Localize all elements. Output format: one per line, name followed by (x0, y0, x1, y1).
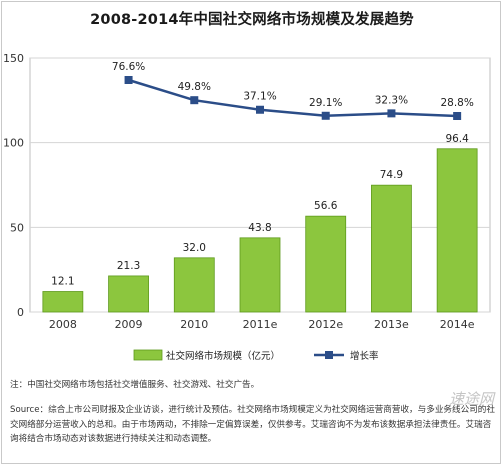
growth-marker (124, 76, 133, 84)
growth-marker (453, 112, 462, 120)
y-tick-label: 150 (3, 52, 24, 65)
growth-value-label: 32.3% (375, 94, 408, 106)
y-tick-label: 0 (17, 306, 24, 319)
bar (436, 148, 478, 313)
x-tick-label: 2013e (374, 318, 409, 331)
watermark: 速途网 (448, 390, 494, 408)
bar-value-label: 12.1 (51, 276, 74, 288)
y-tick-label: 100 (3, 137, 24, 150)
bar (371, 184, 412, 313)
growth-line (128, 78, 458, 118)
x-tick-label: 2014e (440, 318, 475, 331)
x-tick-label: 2010 (180, 318, 208, 331)
bar-value-label: 74.9 (380, 169, 403, 181)
x-tick-label: 2011e (243, 318, 278, 331)
source-text: Source：综合上市公司财报及企业访谈，进行统计及预估。社交网络市场规模定义为… (10, 405, 495, 444)
legend-label-bar: 社交网络市场规模（亿元） (166, 350, 280, 362)
chart-title: 2008-2014年中国社交网络市场规模及发展趋势 (90, 12, 414, 28)
x-tick-label: 2008 (49, 318, 77, 331)
growth-marker (190, 96, 199, 105)
legend-marker-line (325, 351, 333, 359)
x-tick-label: 2009 (115, 318, 143, 331)
growth-marker (387, 109, 396, 118)
bar (173, 257, 215, 313)
chart-svg: 12.1 21.3 32.0 43.8 56.6 74.9 96.4 76.6% 49.8% 37… (3, 52, 491, 362)
growth-marker (321, 111, 330, 120)
legend-swatch-bar (133, 349, 163, 361)
axis-layer: 0 50 100 150 2008 2009 2010 2011e 2012e 2013e 2014… (3, 52, 475, 331)
growth-value-label: 29.1% (309, 97, 342, 109)
line-layer (124, 76, 462, 120)
legend: 社交网络市场规模（亿元） 增长率 (133, 349, 379, 362)
growth-value-label: 49.8% (178, 81, 211, 93)
bar (305, 215, 347, 313)
bar (108, 275, 149, 313)
growth-value-label: 28.8% (440, 97, 473, 109)
bar-value-label: 96.4 (445, 133, 469, 145)
legend-label-line: 增长率 (350, 350, 379, 362)
x-tick-label: 2012e (308, 318, 343, 331)
bar-value-label: 56.6 (314, 200, 338, 212)
label-layer: 12.1 21.3 32.0 43.8 56.6 74.9 96.4 76.6% 49.8% 37… (51, 61, 474, 288)
growth-value-label: 37.1% (243, 91, 276, 103)
bar-value-label: 32.0 (183, 242, 206, 254)
bars-layer (42, 148, 478, 313)
growth-marker (256, 105, 264, 114)
growth-value-label: 76.6% (112, 61, 145, 73)
y-tick-label: 50 (10, 221, 24, 234)
footnote: 注：中国社交网络市场包括社交增值服务、社交游戏、社交广告。 (10, 380, 260, 390)
bar (239, 237, 281, 313)
bar-value-label: 21.3 (117, 260, 140, 272)
bar-value-label: 43.8 (248, 222, 271, 234)
bar (42, 291, 84, 313)
